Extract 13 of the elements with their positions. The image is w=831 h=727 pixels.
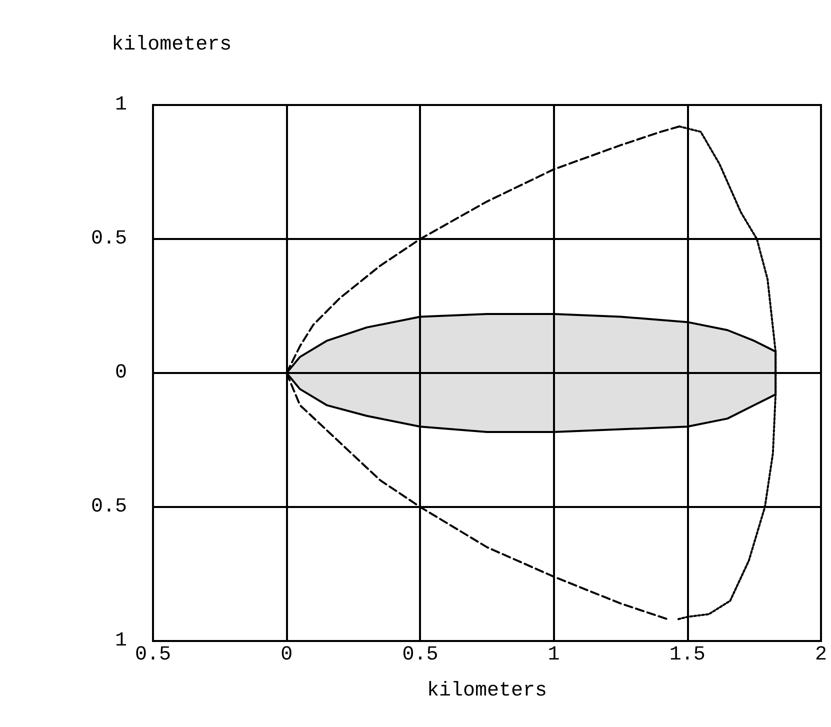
x-tick-label: 0 bbox=[280, 644, 293, 666]
y-tick-label: 1 bbox=[114, 630, 127, 652]
y-tick-label: 0 bbox=[114, 362, 127, 384]
y-tick-label: 0.5 bbox=[90, 496, 127, 518]
y-axis-title: kilometers bbox=[112, 34, 232, 56]
x-tick-label: 0.5 bbox=[134, 644, 172, 666]
x-tick-label: 2 bbox=[814, 644, 828, 666]
x-axis-title: kilometers bbox=[426, 680, 548, 702]
x-tick-label: 0.5 bbox=[402, 644, 438, 666]
y-tick-label: 1 bbox=[114, 94, 127, 116]
x-tick-label: 1 bbox=[548, 644, 560, 666]
y-tick-label: 0.5 bbox=[90, 228, 127, 250]
x-tick-label: 1.5 bbox=[669, 644, 706, 666]
